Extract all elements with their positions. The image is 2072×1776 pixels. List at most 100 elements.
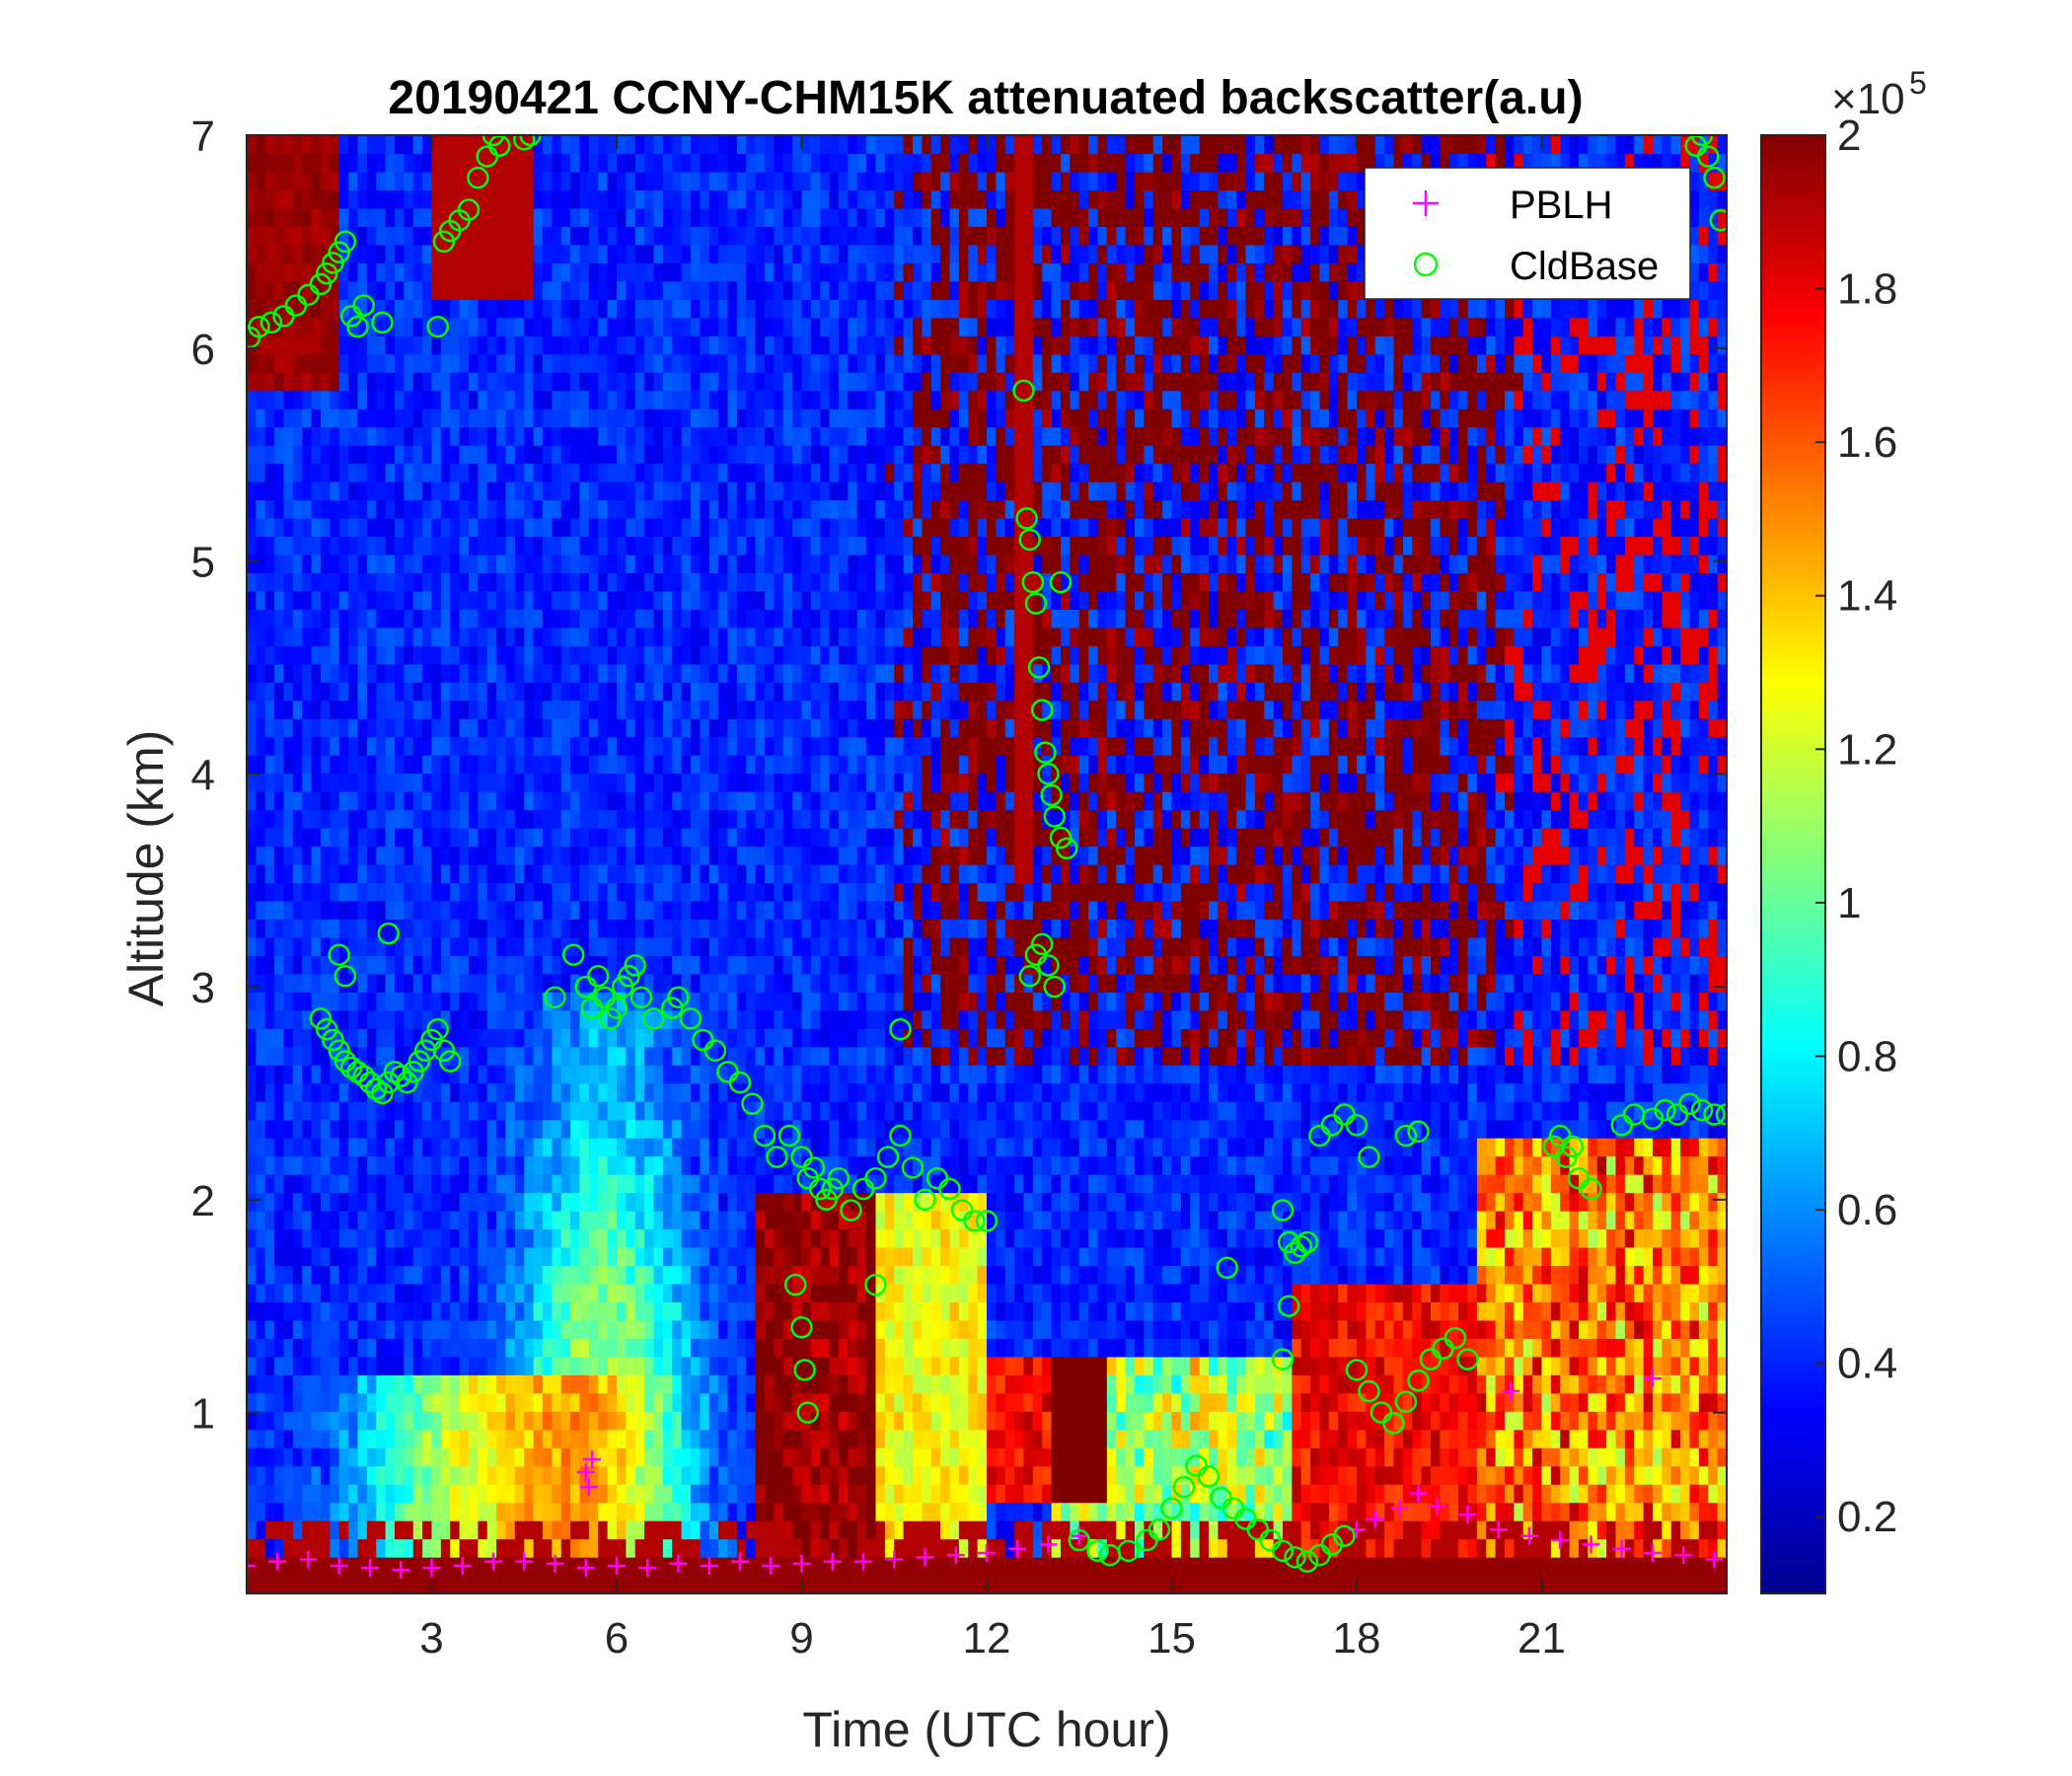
heatmap-cell — [338, 773, 349, 792]
heatmap-cell — [321, 955, 331, 975]
heatmap-cell — [348, 1484, 359, 1504]
heatmap-cell — [330, 372, 340, 392]
heatmap-cell — [431, 536, 442, 555]
heatmap-cell — [533, 1301, 544, 1321]
heatmap-cell — [626, 1028, 636, 1048]
heatmap-cell — [801, 1465, 812, 1485]
heatmap-cell — [395, 645, 405, 665]
heatmap-cell — [607, 1119, 618, 1139]
heatmap-cell — [607, 390, 618, 409]
heatmap-cell — [662, 1028, 673, 1048]
heatmap-cell — [755, 773, 766, 792]
heatmap-cell — [514, 1392, 525, 1412]
heatmap-cell — [247, 590, 257, 610]
heatmap-cell — [607, 1447, 618, 1467]
heatmap-cell — [338, 390, 349, 409]
heatmap-cell — [765, 718, 775, 738]
heatmap-cell — [626, 1046, 636, 1066]
heatmap-cell — [357, 809, 368, 829]
heatmap-cell — [256, 1138, 266, 1157]
heatmap-cell — [579, 1065, 590, 1084]
heatmap-cell — [570, 1484, 581, 1504]
heatmap-cell — [598, 1374, 609, 1394]
heatmap-cell — [736, 481, 747, 501]
heatmap-cell — [422, 390, 433, 409]
heatmap-cell — [338, 1211, 349, 1230]
heatmap-cell — [348, 645, 359, 665]
heatmap-cell — [256, 445, 266, 465]
heatmap-cell — [691, 919, 701, 938]
heatmap-cell — [810, 317, 821, 336]
heatmap-cell — [727, 1211, 738, 1230]
heatmap-cell — [256, 1520, 266, 1540]
heatmap-cell — [292, 171, 303, 191]
heatmap-cell — [810, 864, 821, 884]
heatmap-cell — [570, 153, 581, 173]
heatmap-cell — [459, 700, 470, 719]
heatmap-cell — [247, 280, 257, 300]
heatmap-cell — [533, 864, 544, 884]
heatmap-cell — [264, 882, 275, 902]
heatmap-cell — [330, 973, 340, 993]
heatmap-cell — [634, 1429, 645, 1448]
heatmap-cell — [533, 791, 544, 811]
heatmap-cell — [570, 1246, 581, 1267]
heatmap-cell — [691, 645, 701, 665]
heatmap-cell — [431, 244, 442, 263]
heatmap-cell — [256, 1265, 266, 1285]
heatmap-cell — [774, 536, 784, 555]
heatmap-cell — [774, 1283, 784, 1302]
heatmap-cell — [385, 900, 396, 921]
heatmap-cell — [736, 1392, 747, 1412]
heatmap-cell — [274, 1119, 285, 1139]
heatmap-cell — [450, 445, 461, 465]
heatmap-cell — [330, 1009, 340, 1029]
heatmap-cell — [264, 1538, 275, 1558]
heatmap-cell — [543, 1101, 553, 1121]
heatmap-cell — [579, 1211, 590, 1230]
heatmap-cell — [292, 445, 303, 465]
heatmap-cell — [450, 1447, 461, 1467]
heatmap-cell — [570, 135, 581, 155]
heatmap-cell — [774, 1065, 784, 1084]
heatmap-cell — [736, 1101, 747, 1121]
heatmap-cell — [302, 1028, 313, 1048]
heatmap-cell — [292, 1119, 303, 1139]
heatmap-cell — [321, 1028, 331, 1048]
heatmap-cell — [321, 262, 331, 282]
heatmap-cell — [755, 463, 766, 482]
heatmap-cell — [617, 1538, 627, 1558]
heatmap-cell — [560, 919, 571, 938]
heatmap-cell — [348, 554, 359, 573]
heatmap-cell — [321, 372, 331, 392]
heatmap-cell — [496, 809, 507, 829]
heatmap-cell — [338, 1301, 349, 1321]
heatmap-cell — [450, 955, 461, 975]
heatmap-cell — [505, 1009, 516, 1029]
heatmap-cell — [634, 1009, 645, 1029]
heatmap-cell — [338, 1356, 349, 1375]
heatmap-cell — [755, 1465, 766, 1485]
heatmap-cell — [338, 755, 349, 775]
heatmap-cell — [292, 390, 303, 409]
heatmap-cell — [486, 445, 497, 465]
heatmap-cell — [672, 390, 683, 409]
heatmap-cell — [302, 1082, 313, 1102]
heatmap-cell — [348, 1211, 359, 1230]
heatmap-cell — [486, 1484, 497, 1504]
heatmap-cell — [486, 1447, 497, 1467]
heatmap-cell — [330, 882, 340, 902]
heatmap-cell — [792, 718, 803, 738]
heatmap-cell — [376, 1138, 387, 1157]
heatmap-cell — [691, 1575, 701, 1593]
heatmap-cell — [486, 1356, 497, 1375]
heatmap-cell — [514, 554, 525, 573]
heatmap-cell — [672, 1028, 683, 1048]
heatmap-cell — [376, 426, 387, 446]
heatmap-cell — [810, 1575, 821, 1593]
heatmap-cell — [570, 445, 581, 465]
heatmap-cell — [412, 1538, 423, 1558]
heatmap-cell — [292, 1009, 303, 1029]
heatmap-cell — [533, 499, 544, 519]
heatmap-cell — [792, 682, 803, 702]
